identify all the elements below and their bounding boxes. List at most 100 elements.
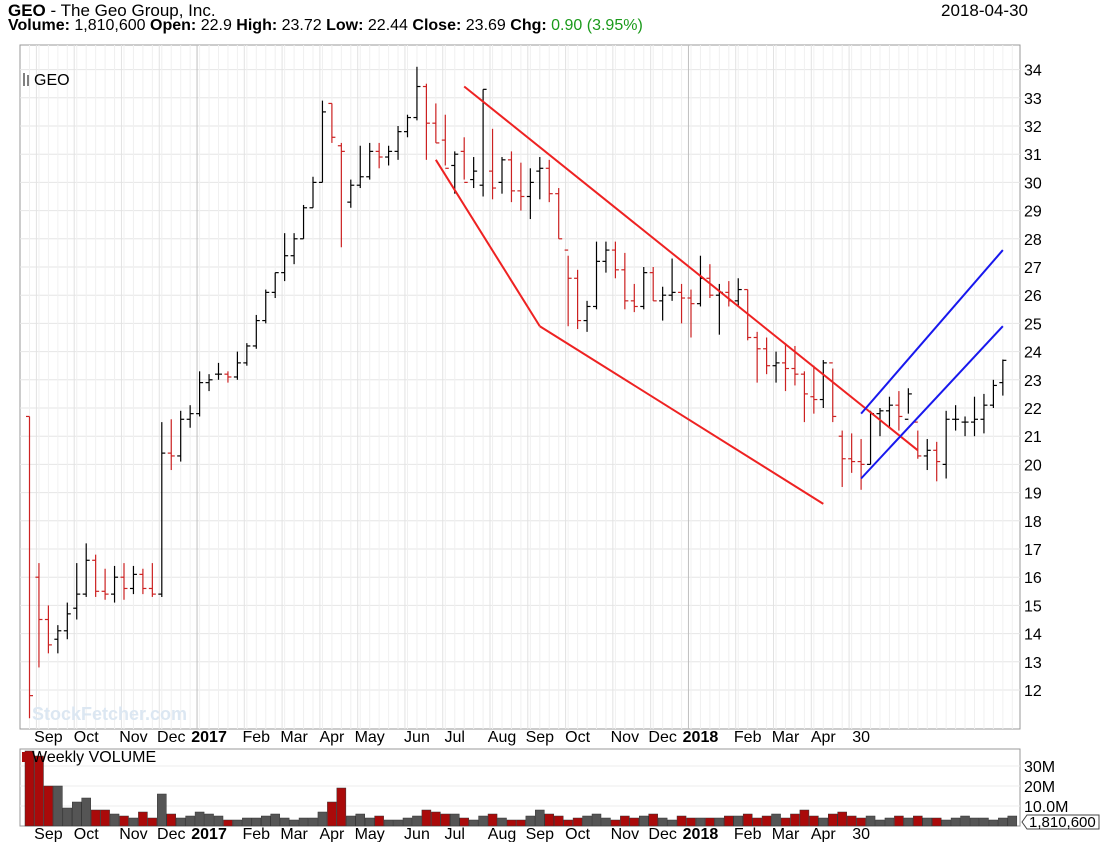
price-tick-label: 26 — [1024, 288, 1042, 305]
volume-x-tick-label: 2018 — [683, 826, 719, 842]
volume-bar — [506, 819, 517, 827]
ohlc-bar — [961, 416, 969, 437]
change-value: 0.90 (3.95%) — [551, 17, 643, 34]
volume-x-tick-label: Dec — [648, 826, 676, 842]
volume-bar — [90, 809, 101, 827]
volume-bar — [157, 793, 167, 827]
volume-bar — [374, 815, 384, 827]
ohlc-bar — [706, 264, 714, 299]
volume-legend-label: Weekly VOLUME — [32, 749, 156, 766]
ohlc-bar — [923, 439, 931, 471]
trend-line — [435, 159, 541, 327]
change-label: Chg: — [510, 17, 547, 34]
price-x-tick-label: Mar — [772, 729, 800, 746]
volume-bar — [998, 817, 1008, 827]
ohlc-bar — [186, 405, 194, 428]
ohlc-bar — [92, 554, 100, 597]
ohlc-bar — [432, 103, 440, 144]
ohlc-bar — [593, 241, 600, 310]
price-x-tick-label: Dec — [648, 729, 676, 746]
quote-line: Volume: 1,810,600 Open: 22.9 High: 23.72… — [8, 17, 643, 35]
ohlc-bar — [26, 415, 33, 719]
ohlc-bar — [375, 142, 383, 169]
ohlc-bar — [640, 267, 648, 310]
volume-bar — [100, 809, 110, 827]
price-tick-label: 17 — [1024, 542, 1042, 559]
volume-bar — [894, 815, 904, 827]
volume-bar — [346, 815, 356, 827]
volume-bar — [922, 817, 932, 827]
current-volume-tag-box — [1021, 814, 1100, 830]
volume-bar — [809, 815, 819, 827]
volume-bar — [828, 813, 838, 827]
ohlc-bar — [800, 371, 808, 423]
ohlc-bar — [734, 278, 742, 307]
ohlc-bar — [848, 433, 856, 473]
ohlc-bar — [895, 391, 903, 431]
price-tick-label: 27 — [1024, 260, 1042, 277]
ohlc-bar — [44, 605, 52, 654]
price-tick-label: 28 — [1024, 232, 1042, 249]
ohlc-bar — [933, 441, 941, 482]
price-tick-label: 31 — [1024, 147, 1042, 164]
volume-bar — [837, 811, 847, 827]
volume-bar — [818, 817, 829, 827]
chart-header: GEO - The Geo Group, Inc. 2018-04-30 Vol… — [8, 0, 1098, 40]
volume-bar — [686, 817, 696, 827]
price-tick-label: 16 — [1024, 570, 1042, 587]
ohlc-bar — [498, 157, 506, 194]
ohlc-bar — [347, 179, 355, 208]
volume-bar — [771, 813, 781, 827]
volume-bar — [714, 817, 725, 827]
ohlc-bar — [290, 233, 298, 265]
ohlc-bar — [479, 88, 487, 197]
ohlc-bar — [810, 365, 818, 414]
volume-x-tick-label: 30 — [852, 826, 870, 842]
ohlc-bar — [904, 388, 912, 420]
volume-bar — [43, 785, 54, 827]
price-panel: 12 13 14 15 16 17 18 19 20 21 22 23 24 25 26 27 28 29 30 31… — [19, 44, 1042, 746]
ohlc-bar — [356, 145, 364, 189]
volume-bar — [383, 819, 394, 827]
price-x-tick-label: Feb — [734, 729, 762, 746]
ohlc-bar — [233, 351, 241, 380]
volume-bar — [610, 819, 621, 827]
ohlc-bar — [177, 410, 185, 462]
volume-bar — [544, 813, 554, 827]
volume-x-tick-label: Apr — [811, 826, 837, 842]
volume-bar — [81, 797, 91, 827]
ohlc-bar — [989, 379, 997, 408]
ohlc-bar — [971, 396, 978, 437]
volume-bar — [931, 817, 942, 827]
volume-bar — [553, 815, 564, 827]
price-tick-label: 32 — [1024, 119, 1042, 136]
price-legend-label: GEO — [34, 72, 70, 89]
ohlc-bar — [583, 300, 591, 332]
price-x-tick-label: Sep — [526, 729, 555, 746]
price-x-tick-label: 30 — [852, 729, 870, 746]
volume-bar — [582, 815, 592, 827]
volume-bar — [53, 785, 63, 827]
volume-bar — [24, 750, 35, 827]
volume-bar — [421, 809, 432, 827]
ohlc-bar — [271, 272, 279, 299]
volume-bar — [450, 813, 460, 827]
ohlc-bar — [470, 157, 478, 189]
ohlc-bar — [555, 188, 563, 240]
volume-x-tick-label: Feb — [243, 826, 271, 842]
volume-bar — [204, 813, 214, 827]
ohlc-bar — [385, 145, 393, 166]
volume-bar — [988, 819, 999, 827]
volume-bar — [865, 815, 876, 827]
ohlc-bar — [602, 241, 610, 273]
volume-x-tick-label: Sep — [34, 826, 63, 842]
volume-bar — [648, 813, 658, 827]
volume-bar — [270, 813, 280, 827]
ohlc-bar — [536, 157, 544, 200]
ohlc-bar — [120, 563, 128, 600]
price-tick-label: 19 — [1024, 486, 1042, 503]
price-tick-label: 21 — [1024, 429, 1042, 446]
volume-x-tick-label: Oct — [565, 826, 590, 842]
volume-bar — [402, 817, 413, 827]
volume-bar — [601, 817, 611, 827]
